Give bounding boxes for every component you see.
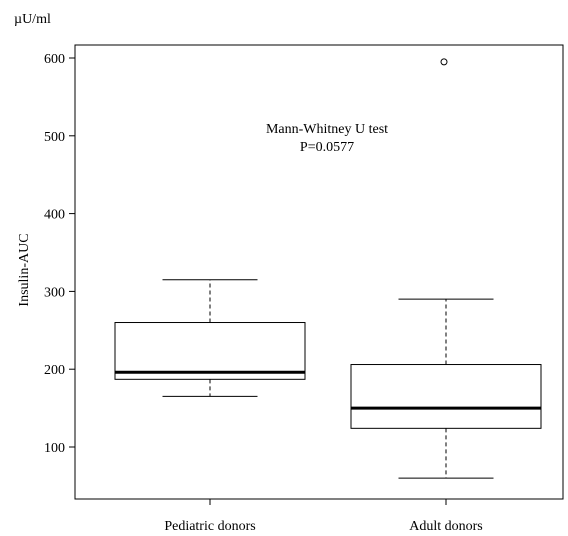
y-axis: 100 200 300 400 500 600 — [44, 52, 75, 456]
x-tick-label: Adult donors — [409, 519, 483, 534]
y-tick-label: 600 — [44, 52, 65, 67]
unit-label: µU/ml — [14, 12, 51, 27]
y-tick-label: 400 — [44, 208, 65, 223]
boxes — [114, 58, 542, 479]
x-tick-label: Pediatric donors — [164, 519, 255, 534]
x-axis: Pediatric donors Adult donors — [164, 499, 483, 534]
p-value-annotation: P=0.0577 — [300, 140, 354, 155]
outlier-point — [440, 58, 448, 66]
box — [350, 364, 542, 429]
box-group — [114, 279, 306, 397]
y-tick-label: 100 — [44, 441, 65, 456]
y-axis-label: Insulin-AUC — [17, 233, 32, 306]
box-group — [350, 58, 542, 479]
plot-frame — [74, 44, 564, 500]
y-tick-label: 500 — [44, 130, 65, 145]
y-tick-label: 300 — [44, 285, 65, 300]
test-name-annotation: Mann-Whitney U test — [266, 122, 388, 137]
y-tick-label: 200 — [44, 363, 65, 378]
box — [114, 322, 306, 380]
